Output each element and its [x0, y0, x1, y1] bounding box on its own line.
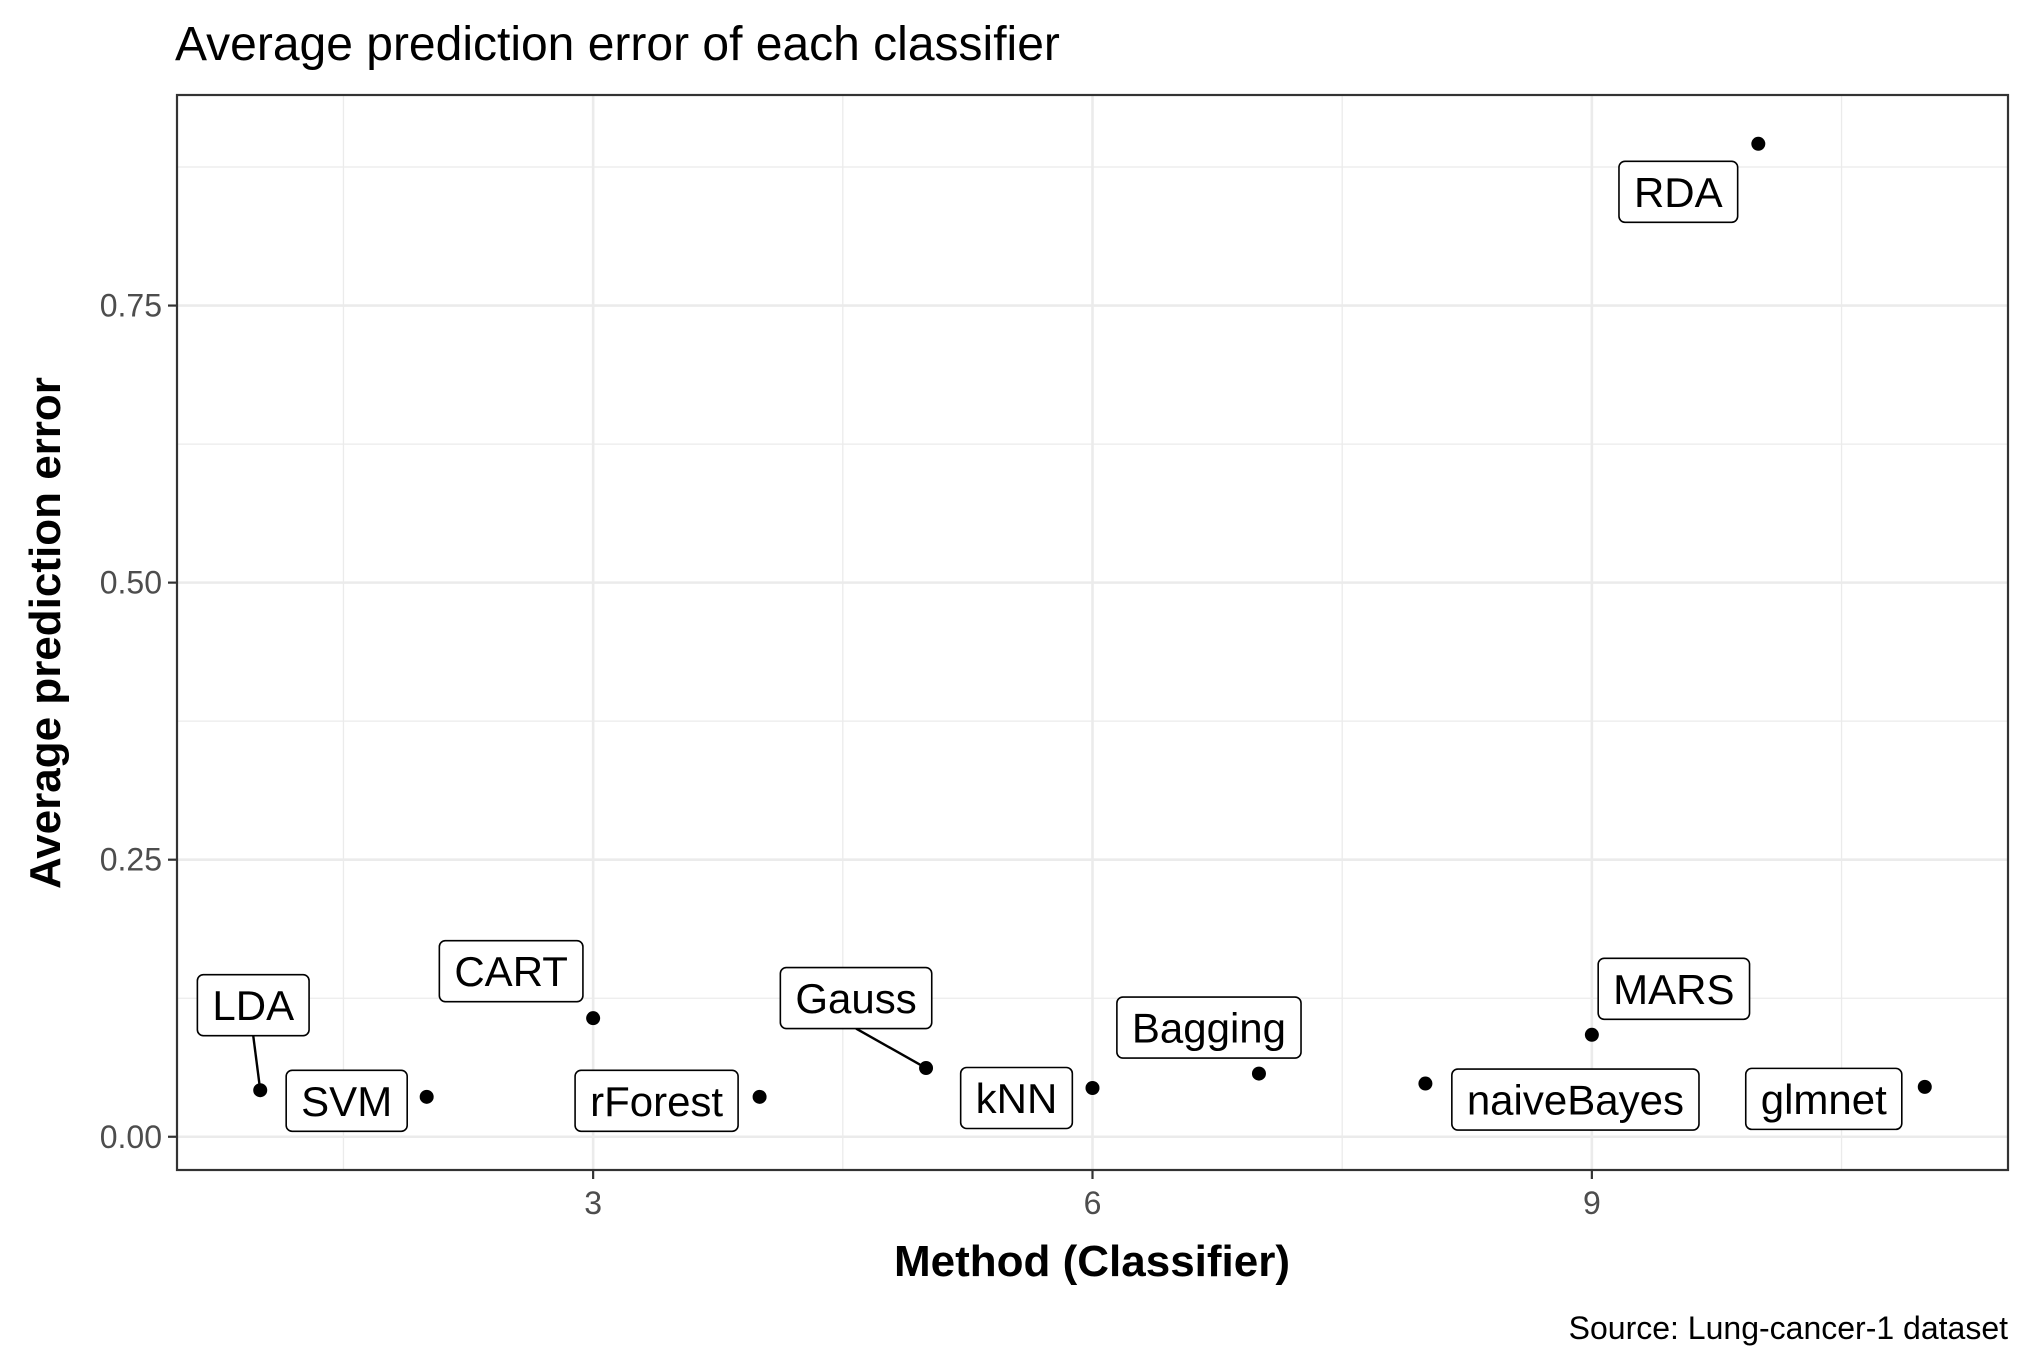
- point-label-text: RDA: [1634, 169, 1723, 216]
- label-box: [1597, 957, 1751, 1021]
- leader-line: [252, 1035, 262, 1091]
- data-point: [752, 1089, 767, 1104]
- label-leader-lines: [252, 1027, 927, 1091]
- x-tick-label: 3: [584, 1185, 602, 1221]
- data-point: [919, 1061, 934, 1076]
- point-label: kNN: [959, 1066, 1074, 1130]
- point-label-text: SVM: [301, 1078, 392, 1125]
- label-box: [779, 966, 933, 1030]
- point-label-text: LDA: [212, 982, 294, 1029]
- label-box: [1116, 996, 1302, 1059]
- y-axis-title: Average prediction error: [21, 377, 70, 889]
- point-label: rForest: [574, 1069, 739, 1133]
- point-label-text: kNN: [976, 1075, 1058, 1122]
- point-labels: LDA SVM CART rForest Gauss kNN Bagging naiveBay…: [196, 160, 1903, 1133]
- point-label: RDA: [1618, 160, 1739, 224]
- label-box: [1744, 1067, 1903, 1131]
- axes: 3 6 9 0.00 0.25 0.50 0.75: [100, 93, 2010, 1221]
- data-point: [586, 1011, 601, 1026]
- point-label: LDA: [196, 973, 310, 1037]
- label-box: [285, 1069, 408, 1133]
- point-label: naiveBayes: [1451, 1068, 1700, 1131]
- label-box: [1618, 160, 1739, 224]
- leader-line: [855, 1027, 927, 1070]
- y-tick-label: 0.50: [100, 565, 162, 601]
- point-label-text: glmnet: [1761, 1076, 1887, 1123]
- y-tick-label: 0.25: [100, 842, 162, 878]
- point-label: CART: [438, 939, 584, 1003]
- data-point: [419, 1089, 434, 1104]
- data-point: [1085, 1080, 1100, 1095]
- grid-lines: [177, 95, 2008, 1170]
- point-label: MARS: [1597, 957, 1751, 1021]
- label-box: [196, 973, 310, 1037]
- y-tick-label: 0.00: [100, 1119, 162, 1155]
- point-label-text: Gauss: [795, 975, 916, 1022]
- point-label-text: CART: [454, 948, 568, 995]
- x-tick-label: 6: [1084, 1185, 1102, 1221]
- point-label: SVM: [285, 1069, 408, 1133]
- data-point: [253, 1083, 268, 1098]
- label-box: [574, 1069, 739, 1133]
- chart-title: Average prediction error of each classif…: [175, 18, 1060, 71]
- point-label: Gauss: [779, 966, 933, 1030]
- point-label-text: rForest: [590, 1078, 723, 1125]
- data-point: [1584, 1027, 1599, 1042]
- point-label-text: Bagging: [1132, 1005, 1286, 1052]
- label-box: [959, 1066, 1074, 1130]
- point-label-text: naiveBayes: [1467, 1077, 1684, 1124]
- point-label-text: MARS: [1613, 966, 1734, 1013]
- data-point: [1917, 1079, 1932, 1094]
- point-label: glmnet: [1744, 1067, 1903, 1131]
- data-point: [1418, 1076, 1433, 1091]
- data-point: [1751, 136, 1766, 151]
- x-axis-title: Method (Classifier): [894, 1237, 1290, 1286]
- data-points: [253, 136, 1932, 1104]
- y-tick-label: 0.75: [100, 288, 162, 324]
- point-label: Bagging: [1116, 996, 1302, 1059]
- x-tick-label: 9: [1583, 1185, 1601, 1221]
- label-box: [1451, 1068, 1700, 1131]
- chart-caption: Source: Lung-cancer-1 dataset: [1569, 1310, 2008, 1346]
- label-box: [438, 939, 584, 1003]
- data-point: [1251, 1066, 1266, 1081]
